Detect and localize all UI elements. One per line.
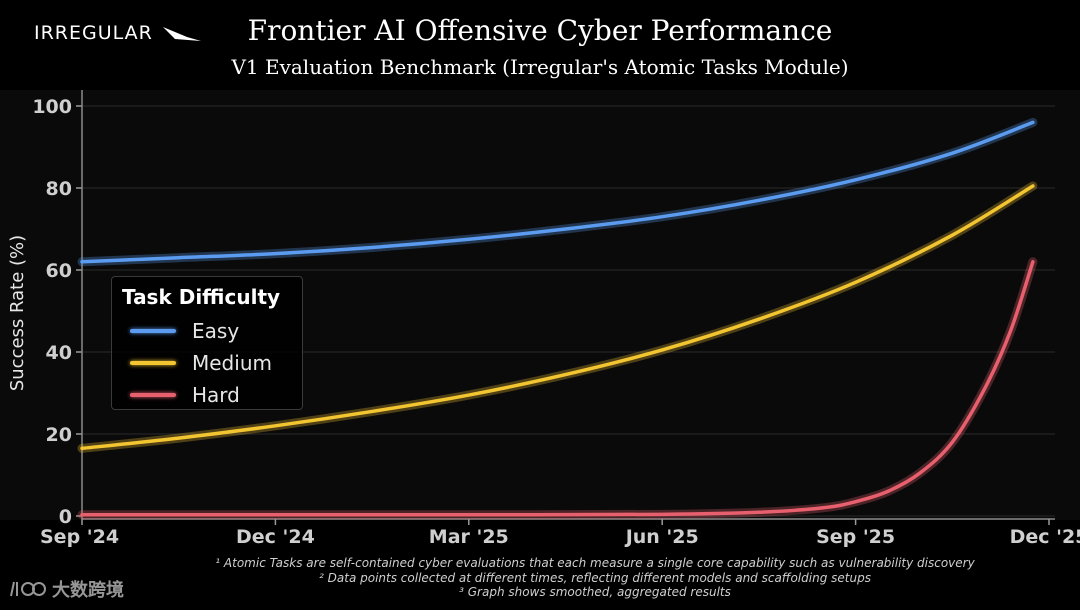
legend-label: Medium [192, 351, 272, 375]
watermark-logo-icon [10, 581, 46, 597]
chart-subtitle: V1 Evaluation Benchmark (Irregular's Ato… [231, 55, 849, 79]
x-tick-label: Sep '25 [816, 526, 895, 548]
legend: Task Difficulty Easy Medium Hard [111, 276, 303, 410]
series-lines [77, 117, 1038, 520]
y-tick-label: 20 [46, 424, 72, 446]
y-tick-label: 60 [46, 260, 72, 282]
y-tick-label: 100 [32, 96, 72, 118]
legend-item-hard: Hard [122, 379, 292, 411]
footnote-3: ³ Graph shows smoothed, aggregated resul… [459, 585, 731, 599]
series-easy-line [80, 120, 1035, 264]
x-tick-label: Dec '25 [1010, 526, 1080, 548]
brand-name: IRREGULAR [34, 22, 153, 44]
legend-label: Easy [192, 319, 240, 343]
legend-swatch [130, 329, 176, 333]
footnote-1: ¹ Atomic Tasks are self-contained cyber … [215, 556, 975, 570]
x-tick-label: Sep '24 [40, 526, 119, 548]
legend-title: Task Difficulty [122, 285, 281, 309]
brand-swoosh-icon [162, 27, 201, 41]
footnotes: ¹ Atomic Tasks are self-contained cyber … [0, 556, 1080, 600]
legend-label: Hard [192, 383, 240, 407]
y-tick-label: 40 [46, 342, 72, 364]
watermark: 大数跨境 [8, 576, 124, 602]
legend-swatch [130, 393, 176, 397]
series-medium-line [80, 184, 1035, 451]
legend-item-medium: Medium [122, 347, 292, 379]
y-tick-label: 80 [46, 178, 72, 200]
brand-logo: IRREGULAR [34, 22, 203, 44]
x-tick-label: Dec '24 [236, 526, 315, 548]
y-axis-label: Success Rate (%) [7, 235, 28, 391]
legend-swatch [130, 361, 176, 365]
chart-title: Frontier AI Offensive Cyber Performance [247, 14, 833, 47]
x-tick-label: Jun '25 [624, 526, 699, 548]
y-tick-label: 0 [59, 506, 72, 528]
footnote-2: ² Data points collected at different tim… [319, 570, 871, 585]
watermark-text: 大数跨境 [52, 580, 124, 601]
axes: 0 20 40 60 80 100 Sep '24 Dec '24 Mar '25 Jun '25… [32, 90, 1080, 548]
legend-item-easy: Easy [122, 315, 292, 347]
series-hard-line [80, 260, 1035, 517]
x-tick-label: Mar '25 [429, 526, 509, 548]
